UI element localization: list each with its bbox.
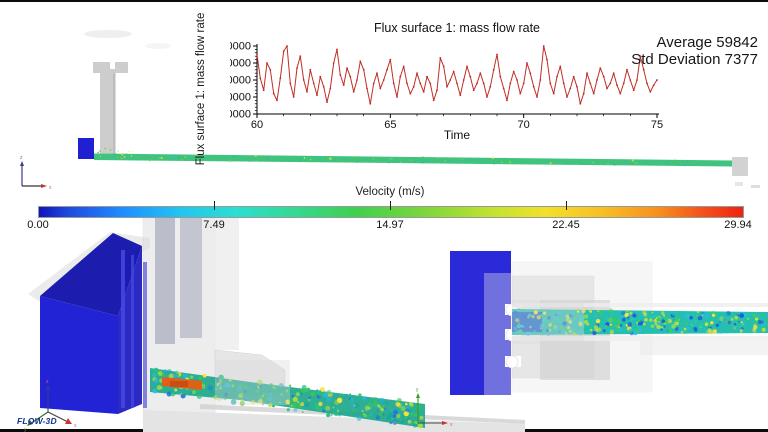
flow3d-logo: FLOW-3D [17, 416, 57, 426]
channel-edge-bottom [512, 336, 768, 341]
x-tick-label: 75 [651, 119, 663, 131]
colorbar-label-0: 0.00 [27, 219, 49, 231]
side-view-3d: z x [20, 30, 760, 191]
svg-text:z: z [20, 155, 23, 161]
chart-title: Flux surface 1: mass flow rate [374, 21, 540, 35]
structure-overlay-top-view [512, 300, 584, 344]
y-tick-label: 40000 [230, 109, 251, 121]
colorbar-label-4: 29.94 [724, 219, 752, 231]
edge-mark [751, 185, 760, 188]
svg-text:x: x [450, 422, 453, 428]
flow-speckles-side [99, 152, 713, 167]
faint-structure-smudge [84, 30, 132, 38]
structure-overlay [215, 360, 290, 405]
channel-edge-top [512, 303, 768, 307]
axis-triad-3d: z x y [24, 379, 77, 432]
reservoir-box-3d [40, 233, 147, 414]
top-border [0, 0, 768, 2]
colorbar-title: Velocity (m/s) [355, 186, 425, 198]
spray-speckles-side [97, 147, 133, 155]
colorbar-label-1: 7.49 [203, 219, 225, 231]
svg-text:z: z [46, 379, 49, 385]
statistics-annotation: Average 59842 Std Deviation 7377 [631, 34, 758, 69]
perspective-view-3d: z x y [24, 217, 525, 432]
channel-floor [143, 410, 525, 432]
y-tick-label: 70000 [230, 58, 251, 70]
colorbar-label-2: 14.97 [376, 219, 404, 231]
flow-channel-side [94, 153, 733, 167]
axis-triad-top-view: y x [416, 387, 453, 428]
svg-text:x: x [49, 185, 52, 191]
faint-structure-smudge [145, 43, 171, 49]
flow-speckles-top-view [513, 308, 766, 336]
top-view-3d: y x [416, 251, 768, 428]
axis-triad-side: z x [20, 155, 52, 191]
outlet-mark [735, 182, 743, 186]
svg-text:x: x [74, 423, 77, 429]
colorbar-label-3: 22.45 [552, 219, 580, 231]
x-tick-label: 60 [251, 119, 263, 131]
x-tick-label: 65 [384, 119, 396, 131]
y-tick-label: 80000 [230, 41, 251, 53]
chart-xlabel: Time [444, 128, 471, 142]
reservoir-block-side [78, 138, 94, 159]
colorbar-tick [214, 201, 215, 210]
y-tick-label: 60000 [230, 75, 251, 87]
colorbar-tick [566, 201, 567, 210]
gate-tower [93, 62, 128, 160]
colorbar-tick [390, 201, 391, 210]
svg-text:y: y [24, 427, 27, 432]
channel-shadow [640, 341, 768, 355]
std-deviation-value: Std Deviation 7377 [631, 50, 758, 68]
chart-ylabel: Flux surface 1: mass flow rate [195, 12, 207, 166]
high-velocity-core [170, 381, 188, 387]
svg-text:y: y [416, 387, 419, 393]
x-tick-label: 70 [518, 119, 530, 131]
velocity-colorbar [38, 206, 744, 218]
average-value: Average 59842 [656, 34, 758, 51]
outlet-block [732, 157, 748, 176]
